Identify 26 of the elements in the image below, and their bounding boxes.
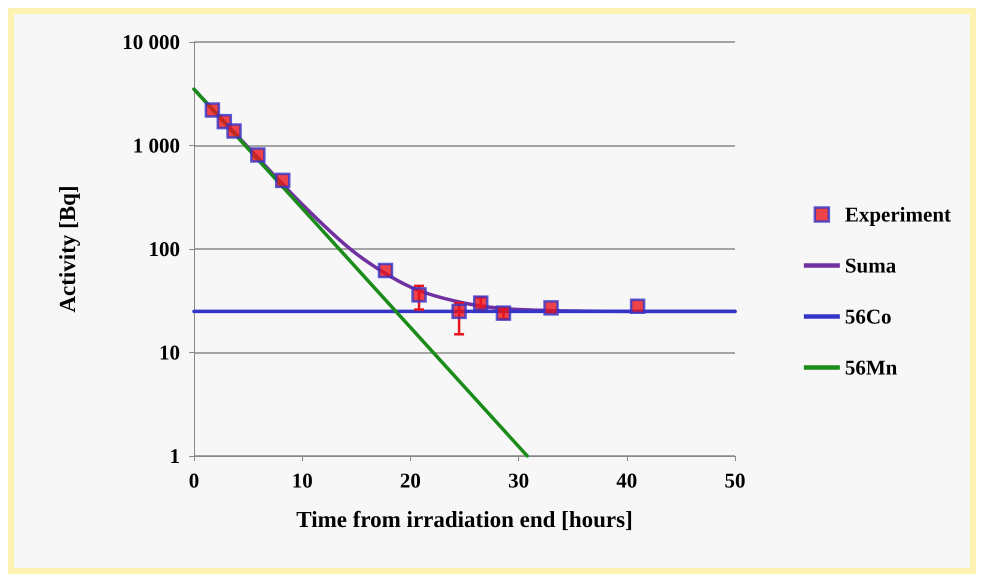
x-tick-label: 0 — [188, 468, 200, 492]
point — [543, 300, 559, 316]
point — [250, 147, 266, 163]
point — [378, 262, 394, 278]
y-tick-label: 100 — [148, 237, 180, 261]
legend-label: Suma — [844, 254, 897, 278]
point — [274, 172, 290, 188]
legend-label: 56Mn — [844, 356, 898, 380]
y-tick-label: 1 000 — [132, 134, 180, 158]
x-tick-label: 20 — [400, 468, 421, 492]
y-tick-label: 1 — [170, 444, 180, 468]
point — [204, 102, 220, 118]
x-tick-label: 10 — [292, 468, 313, 492]
y-axis-title: Activity [Bq] — [55, 185, 80, 313]
x-tick-label: 50 — [724, 468, 746, 492]
point — [411, 287, 427, 303]
x-axis-title: Time from irradiation end [hours] — [296, 507, 633, 532]
point — [451, 304, 467, 320]
legend-label: 56Co — [844, 304, 892, 328]
point — [630, 298, 646, 314]
x-tick-label: 40 — [616, 468, 638, 492]
point — [226, 123, 242, 139]
y-tick-label: 10 — [159, 340, 180, 364]
legend-label: Experiment — [844, 202, 952, 226]
x-tick-label: 30 — [508, 468, 530, 492]
y-tick-label: 10 000 — [122, 30, 180, 54]
